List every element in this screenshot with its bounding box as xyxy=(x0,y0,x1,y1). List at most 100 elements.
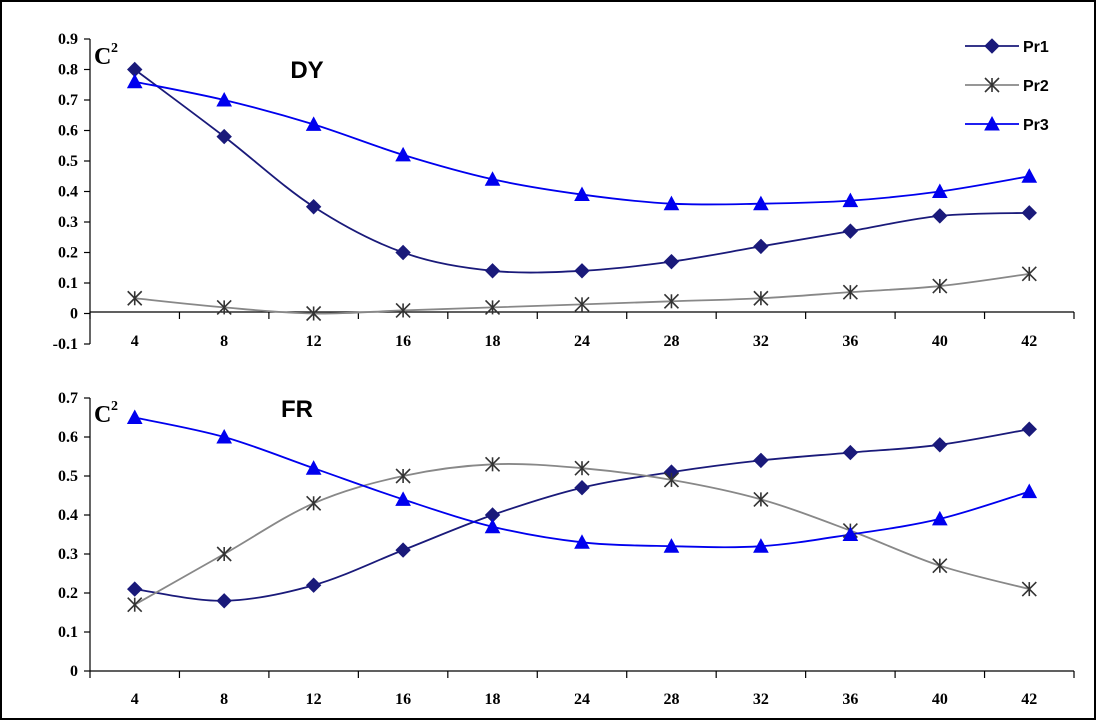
y-tick-label: 0 xyxy=(70,663,78,680)
data-point-pr3 xyxy=(753,195,769,211)
data-point-pr2 xyxy=(1021,581,1037,597)
x-tick-label: 32 xyxy=(753,691,769,708)
panel-title: DY xyxy=(290,57,323,84)
chart-panel-fr: 0 0.1 0.2 0.3 0.4 0.5 0.6 0.7 4 8 12 16 18 24 28 32 36 40… xyxy=(58,390,1075,708)
x-tick-label: 24 xyxy=(574,333,590,350)
data-point-pr1 xyxy=(1021,421,1037,437)
x-tick-label: 32 xyxy=(753,333,769,350)
y-axis-label-superscript: 2 xyxy=(111,399,118,414)
data-point-pr1 xyxy=(216,128,232,145)
data-point-pr1 xyxy=(127,581,143,597)
y-tick-label: 0.5 xyxy=(58,468,78,485)
data-point-pr2 xyxy=(216,299,232,315)
x-tick-label: 36 xyxy=(842,333,858,350)
data-point-pr2 xyxy=(127,290,143,306)
x-tick-label: 28 xyxy=(663,333,679,350)
series-line-pr3 xyxy=(134,80,1030,206)
x-tick-label: 28 xyxy=(663,691,679,708)
data-point-pr1 xyxy=(663,253,680,270)
data-point-pr1 xyxy=(216,593,232,609)
legend-label: Pr3 xyxy=(1023,117,1049,134)
y-axis-label-superscript: 2 xyxy=(111,41,118,56)
y-axis-label: C xyxy=(94,44,111,70)
data-point-pr2 xyxy=(1021,266,1037,282)
x-tick-label: 24 xyxy=(574,691,590,708)
data-point-pr1 xyxy=(484,263,501,279)
y-tick-label: 0.5 xyxy=(58,153,78,170)
legend-label: Pr2 xyxy=(1023,78,1049,95)
y-tick-label: 0.3 xyxy=(58,214,78,231)
data-point-pr2 xyxy=(484,456,501,472)
y-tick-label: 0.8 xyxy=(58,62,78,79)
x-tick-label: 4 xyxy=(131,691,139,708)
data-point-pr3 xyxy=(126,73,143,89)
y-tick-label: 0.4 xyxy=(58,184,78,201)
data-point-pr1 xyxy=(574,263,590,279)
y-tick-label: 0.6 xyxy=(58,123,78,140)
data-point-pr2 xyxy=(663,293,680,309)
data-point-pr2 xyxy=(663,472,680,488)
data-point-pr2 xyxy=(127,597,143,613)
data-point-pr3 xyxy=(484,171,501,186)
y-tick-label: 0.7 xyxy=(58,390,78,407)
data-point-pr2 xyxy=(932,278,948,294)
data-point-pr3 xyxy=(216,428,233,444)
data-point-pr1 xyxy=(574,479,590,496)
data-point-pr3 xyxy=(574,186,590,202)
data-point-pr3 xyxy=(126,409,143,424)
y-tick-label: 0.2 xyxy=(58,245,78,262)
legend-marker-pr3 xyxy=(984,115,1000,131)
data-point-pr1 xyxy=(1021,205,1037,221)
x-tick-label: 42 xyxy=(1021,691,1037,708)
chart-panel-dy: -0.1 0 0.1 0.2 0.3 0.4 0.5 0.6 0.7 0.8 0.9 4 8 12 16 18… xyxy=(53,31,1075,353)
y-tick-label: 0.2 xyxy=(58,585,78,602)
data-point-pr3 xyxy=(395,146,411,162)
data-point-pr3 xyxy=(484,518,501,534)
x-tick-label: 12 xyxy=(306,333,322,350)
data-point-pr1 xyxy=(842,223,859,239)
legend-marker-pr2 xyxy=(984,77,1000,93)
data-point-pr3 xyxy=(1021,168,1038,183)
legend-marker-pr1 xyxy=(984,38,1000,54)
data-point-pr2 xyxy=(753,290,769,306)
data-point-pr3 xyxy=(395,491,411,506)
series-line-pr1 xyxy=(134,68,1030,274)
data-point-pr3 xyxy=(931,183,948,198)
data-point-pr3 xyxy=(842,526,859,541)
x-tick-label: 40 xyxy=(932,333,948,350)
y-tick-label: 0.4 xyxy=(58,507,78,524)
data-point-pr3 xyxy=(305,460,322,475)
legend-label: Pr1 xyxy=(1023,39,1049,56)
data-point-pr3 xyxy=(663,538,680,553)
data-point-pr2 xyxy=(306,305,322,322)
panel-title: FR xyxy=(281,396,313,423)
data-point-pr1 xyxy=(395,244,411,261)
x-tick-label: 18 xyxy=(485,333,501,350)
data-point-pr1 xyxy=(395,542,411,558)
data-point-pr2 xyxy=(395,302,411,319)
data-point-pr3 xyxy=(574,534,590,549)
legend: Pr1 Pr2 Pr3 xyxy=(965,38,1049,134)
x-tick-label: 16 xyxy=(395,333,411,350)
data-point-pr2 xyxy=(574,296,590,312)
data-point-pr1 xyxy=(305,577,322,593)
x-tick-label: 8 xyxy=(220,691,228,708)
data-point-pr2 xyxy=(842,284,858,300)
data-point-pr2 xyxy=(484,299,501,315)
x-tick-label: 40 xyxy=(932,691,948,708)
data-point-pr3 xyxy=(753,538,769,553)
data-point-pr2 xyxy=(932,558,948,574)
data-point-pr1 xyxy=(932,437,948,453)
y-tick-label: 0.9 xyxy=(58,31,78,48)
data-point-pr2 xyxy=(395,468,411,484)
y-axis-label: C xyxy=(94,402,111,428)
x-tick-label: 18 xyxy=(485,691,501,708)
series-line-pr1 xyxy=(134,428,1030,602)
data-point-pr3 xyxy=(305,116,322,131)
data-point-pr3 xyxy=(1021,483,1038,499)
data-point-pr1 xyxy=(753,452,769,469)
data-point-pr2 xyxy=(306,495,322,511)
data-point-pr3 xyxy=(663,195,680,211)
